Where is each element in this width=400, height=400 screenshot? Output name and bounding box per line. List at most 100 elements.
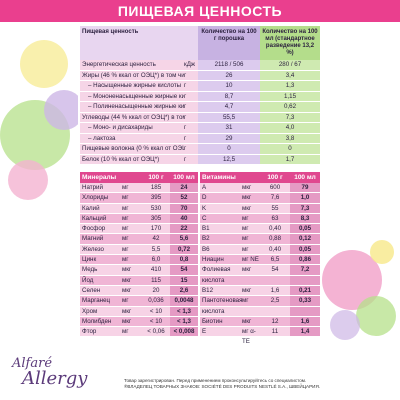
vitamin-value-100g: 12: [260, 316, 290, 327]
mineral-name: Селен: [80, 285, 122, 296]
mineral-name: Йод: [80, 275, 122, 285]
nutrition-col-100g: Количество на 100 г порошка: [198, 26, 260, 60]
decor-circle-yellow: [20, 40, 68, 88]
vitamin-value-100g: 0,40: [260, 244, 290, 255]
vitamin-name: B1: [200, 224, 242, 234]
nutrition-row-value-100g: 12,5: [198, 154, 260, 164]
nutrition-table-header: Пищевая ценность Количество на 100 г пор…: [80, 26, 320, 60]
mineral-value-100ml: 40: [170, 213, 198, 224]
mineral-unit: мкг: [122, 316, 142, 327]
mineral-unit: мг: [122, 183, 142, 193]
mineral-value-100g: 0,036: [142, 296, 170, 306]
vitamin-name: кислота: [200, 275, 242, 285]
decor-circle-green-right: [356, 296, 396, 336]
vitamin-value-100ml: 0,12: [290, 234, 320, 244]
mineral-row: Хлориды мг 395 52: [80, 193, 198, 204]
vitamin-row: B1 мг 0,40 0,05: [200, 224, 320, 235]
vitamin-name: E: [200, 327, 242, 337]
vitamin-unit: мг: [242, 296, 260, 306]
mineral-row: Кальций мг 305 40: [80, 213, 198, 225]
mineral-name: Натрий: [80, 183, 122, 193]
decor-circle-lilac-right: [330, 310, 360, 340]
decor-circle-pink: [8, 160, 48, 200]
mineral-value-100ml: < 1,3: [170, 306, 198, 316]
nutrition-row: Жиры (46 % ккал от ОЭЦ*) в том числе:г26…: [80, 70, 320, 81]
mineral-value-100ml: 52: [170, 193, 198, 203]
vitamin-name: B12: [200, 285, 242, 296]
nutrition-row-unit: г: [184, 154, 198, 164]
vitamin-value-100ml: 7,2: [290, 265, 320, 275]
mineral-name: Марганец: [80, 296, 122, 306]
mineral-value-100g: 185: [142, 183, 170, 193]
nutrition-row-label: – Моно- и дисахариды: [80, 123, 184, 133]
mineral-value-100g: < 10: [142, 316, 170, 327]
vitamin-row: кислота: [200, 306, 320, 317]
footer-line-2: ®ВЛАДЕЛЕЦ ТОВАРНЫХ ЗНАКОВ: SOCIÉTÉ DES P…: [124, 384, 321, 389]
mineral-value-100g: < 10: [142, 306, 170, 316]
vitamin-row: Ниацин мг NE 6,5 0,86: [200, 255, 320, 266]
nutrition-row-label: Углеводы (44 % ккал от ОЭЦ*) в том числе…: [80, 112, 184, 122]
mineral-value-100ml: 24: [170, 183, 198, 193]
mineral-name: Калий: [80, 203, 122, 213]
nutrition-row-unit: г: [184, 70, 198, 80]
nutrition-col-label: Пищевая ценность: [80, 26, 198, 60]
mineral-row: Фосфор мг 170 22: [80, 224, 198, 235]
vitamin-unit: мкг: [242, 285, 260, 296]
nutrition-row-unit: г: [184, 91, 198, 101]
nutrition-row-value-100ml: 4,0: [260, 123, 320, 133]
nutrition-col-100ml: Количество на 100 мл (стандартное развед…: [260, 26, 320, 60]
vitamin-value-100ml: 0,05: [290, 224, 320, 234]
vitamin-row: B6 мг 0,40 0,05: [200, 244, 320, 256]
mineral-value-100ml: 15: [170, 275, 198, 285]
nutrition-row-label: Жиры (46 % ккал от ОЭЦ*) в том числе:: [80, 70, 184, 80]
nutrition-row-label: Энергетическая ценность: [80, 60, 184, 70]
footer-line-1: Товар зарегистрирован. Перед применением…: [124, 378, 307, 383]
vitamin-name: C: [200, 213, 242, 224]
mineral-name: Фосфор: [80, 224, 122, 234]
vitamins-col-100g: 100 г: [267, 174, 283, 181]
minerals-rows: Натрий мг 185 24 Хлориды мг 395 52 Калий мг 530 70 К…: [80, 183, 198, 338]
mineral-unit: мкг: [122, 275, 142, 285]
mineral-value-100ml: 54: [170, 265, 198, 275]
vitamin-value-100g: 63: [260, 213, 290, 224]
nutrition-row: – Насыщенные жирные кислоты г 10 1,3: [80, 81, 320, 92]
mineral-value-100ml: 0,8: [170, 255, 198, 265]
vitamin-row: Фолиевая мкг 54 7,2: [200, 265, 320, 276]
mineral-value-100g: 410: [142, 265, 170, 275]
vitamin-value-100g: 6,5: [260, 255, 290, 265]
mineral-value-100g: 20: [142, 285, 170, 296]
mineral-value-100ml: < 0,008: [170, 327, 198, 337]
nutrition-row-label: Белок (10 % ккал от ОЭЦ*): [80, 154, 184, 164]
vitamin-unit: мг: [242, 213, 260, 224]
vitamin-value-100ml: 1,0: [290, 193, 320, 203]
vitamin-name: Пантотеновая: [200, 296, 242, 306]
mineral-name: Кальций: [80, 213, 122, 224]
nutrition-row: Пищевые волокна (0 % ккал от ОЭЦ*) г 0 0: [80, 144, 320, 155]
nutrition-row: – Моно- и дисахариды г 31 4,0: [80, 123, 320, 134]
mineral-row: Магний мг 42 5,6: [80, 234, 198, 245]
vitamin-value-100ml: 0,33: [290, 296, 320, 306]
nutrition-row: – лактоза г 29 3,8: [80, 133, 320, 144]
nutrition-row-unit: г: [184, 133, 198, 143]
vitamin-value-100g: 55: [260, 203, 290, 213]
vitamin-value-100ml: [290, 275, 320, 285]
nutrition-table: Пищевая ценность Количество на 100 г пор…: [80, 26, 320, 165]
nutrition-row-value-100g: 26: [198, 70, 260, 80]
vitamin-value-100ml: [290, 306, 320, 316]
mineral-row: Хром мкг < 10 < 1,3: [80, 306, 198, 317]
vitamin-unit: мкг: [242, 183, 260, 193]
vitamins-col-name: Витамины: [202, 174, 236, 181]
mineral-unit: мг: [122, 234, 142, 244]
mineral-unit: мг: [122, 255, 142, 265]
vitamin-name: B2: [200, 234, 242, 244]
vitamin-row: B2 мг 0,88 0,12: [200, 234, 320, 245]
mineral-unit: мг: [122, 213, 142, 224]
nutrition-row: – Полиненасыщенные жирные кислотыг4,70,6…: [80, 102, 320, 113]
vitamin-value-100ml: 7,3: [290, 203, 320, 213]
nutrition-row-label: – Мононенасыщенные жирные кислоты: [80, 91, 184, 101]
vitamin-row: B12 мкг 1,6 0,21: [200, 285, 320, 297]
